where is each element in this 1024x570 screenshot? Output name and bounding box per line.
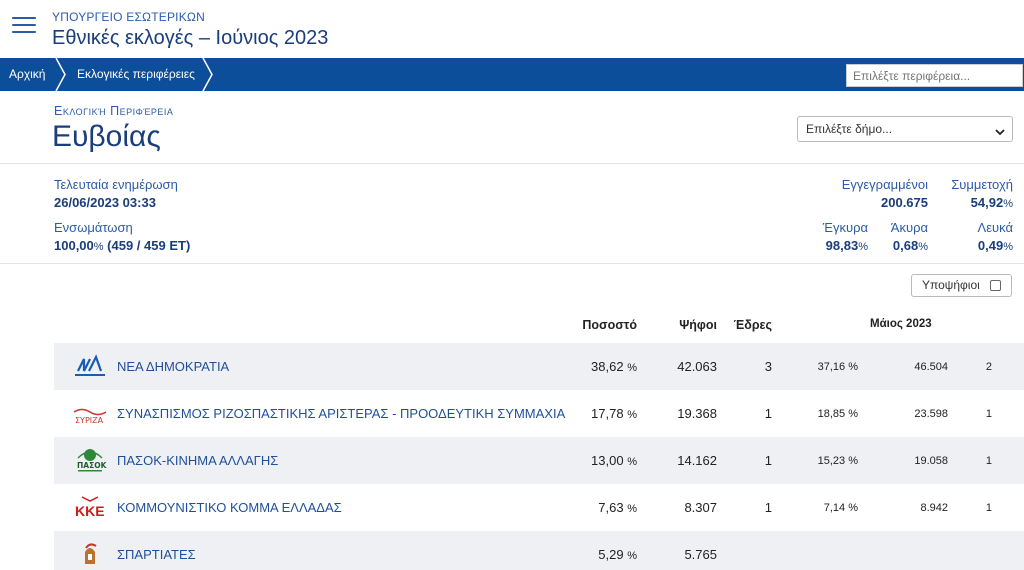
registered-label: Εγγεγραμμένοι (841, 177, 928, 192)
nd-logo-icon (72, 354, 108, 380)
table-row: KKE ΚΟΜΜΟΥΝΙΣΤΙΚΟ ΚΟΜΜΑ ΕΛΛΑΔΑΣ 7,63 % 8… (54, 484, 1024, 531)
region-search-input[interactable] (846, 64, 1023, 87)
integration-label: Ενσωμάτωση (54, 220, 133, 235)
party-may-percentage: 18,85 % (817, 408, 858, 420)
municipality-select[interactable]: Επιλέξτε δήμο... (797, 116, 1013, 142)
svg-text:ΠΑΣΟΚ: ΠΑΣΟΚ (77, 461, 108, 470)
party-votes: 8.307 (684, 500, 717, 515)
party-percentage: 13,00 % (591, 453, 637, 468)
pasok-logo-icon: ΠΑΣΟΚ (72, 448, 108, 474)
party-seats: 1 (764, 500, 772, 515)
party-percentage: 5,29 % (598, 547, 637, 562)
party-may-votes: 8.942 (920, 502, 948, 514)
party-votes: 5.765 (684, 547, 717, 562)
party-percentage: 17,78 % (591, 406, 637, 421)
party-may-votes: 46.504 (914, 361, 948, 373)
party-may-seats: 1 (985, 502, 992, 514)
party-may-percentage: 15,23 % (817, 455, 858, 467)
blank-label: Λευκά (977, 220, 1013, 235)
table-row: ΝΕΑ ΔΗΜΟΚΡΑΤΙΑ 38,62 % 42.063 3 37,16 % … (54, 343, 1024, 390)
col-header-percentage: Ποσοστό (582, 318, 637, 332)
party-may-seats: 1 (985, 455, 992, 467)
party-percentage: 7,63 % (598, 500, 637, 515)
municipality-select-value: Επιλέξτε δήμο... (806, 122, 893, 136)
party-votes: 42.063 (677, 359, 717, 374)
divider (0, 163, 1024, 164)
spartiates-logo-icon (72, 542, 108, 568)
svg-text:KKE: KKE (75, 503, 105, 519)
col-header-may-2023: Μάιος 2023 (870, 318, 932, 330)
last-update-value: 26/06/2023 03:33 (54, 195, 156, 210)
party-percentage: 38,62 % (591, 359, 637, 374)
party-seats: 1 (764, 453, 772, 468)
valid-label: Έγκυρα (822, 220, 868, 235)
integration-value: 100,00% (459 / 459 ΕΤ) (54, 238, 191, 253)
turnout-value: 54,92% (970, 195, 1013, 210)
last-update-label: Τελευταία ενημέρωση (54, 177, 178, 192)
svg-text:ΣΥΡΙΖΑ: ΣΥΡΙΖΑ (75, 416, 104, 425)
turnout-label: Συμμετοχή (951, 177, 1013, 192)
syriza-logo-icon: ΣΥΡΙΖΑ (72, 401, 108, 427)
party-may-votes: 19.058 (914, 455, 948, 467)
candidates-checkbox[interactable] (990, 280, 1001, 291)
table-row: ΠΑΣΟΚ ΠΑΣΟΚ-ΚΙΝΗΜΑ ΑΛΛΑΓΗΣ 13,00 % 14.16… (54, 437, 1024, 484)
kke-logo-icon: KKE (72, 495, 108, 521)
party-may-percentage: 7,14 % (823, 502, 858, 514)
divider (0, 263, 1024, 264)
party-may-percentage: 37,16 % (817, 361, 858, 373)
region-name: Ευβοίας (52, 120, 161, 153)
party-name-link[interactable]: ΣΥΝΑΣΠΙΣΜΟΣ ΡΙΖΟΣΠΑΣΤΙΚΗΣ ΑΡΙΣΤΕΡΑΣ - ΠΡ… (117, 406, 566, 421)
election-title: Εθνικές εκλογές – Ιούνιος 2023 (52, 27, 329, 49)
breadcrumb-home[interactable]: Αρχική (9, 67, 46, 81)
registered-value: 200.675 (881, 195, 928, 210)
party-name-link[interactable]: ΚΟΜΜΟΥΝΙΣΤΙΚΟ ΚΟΜΜΑ ΕΛΛΑΔΑΣ (117, 500, 342, 515)
party-votes: 14.162 (677, 453, 717, 468)
valid-value: 98,83% (825, 238, 868, 253)
chevron-right-icon (201, 58, 215, 91)
chevron-down-icon (994, 122, 1006, 136)
ministry-name: ΥΠΟΥΡΓΕΙΟ ΕΣΩΤΕΡΙΚΩΝ (52, 10, 205, 24)
party-may-seats: 2 (985, 361, 992, 373)
col-header-votes: Ψήφοι (679, 318, 717, 332)
party-votes: 19.368 (677, 406, 717, 421)
hamburger-menu-icon[interactable] (12, 17, 36, 37)
invalid-label: Άκυρα (890, 220, 928, 235)
col-header-seats: Έδρες (733, 318, 772, 332)
candidates-toggle-label: Υποψήφιοι (922, 278, 980, 292)
blank-value: 0,49% (977, 238, 1013, 253)
region-label: Εκλογική Περιφέρεια (54, 104, 174, 118)
party-name-link[interactable]: ΠΑΣΟΚ-ΚΙΝΗΜΑ ΑΛΛΑΓΗΣ (117, 453, 279, 468)
table-row: ΣΠΑΡΤΙΑΤΕΣ 5,29 % 5.765 (54, 531, 1024, 570)
app-header: ΥΠΟΥΡΓΕΙΟ ΕΣΩΤΕΡΙΚΩΝ Εθνικές εκλογές – Ι… (0, 0, 1024, 58)
table-row: ΣΥΡΙΖΑ ΣΥΝΑΣΠΙΣΜΟΣ ΡΙΖΟΣΠΑΣΤΙΚΗΣ ΑΡΙΣΤΕΡ… (54, 390, 1024, 437)
party-may-seats: 1 (985, 408, 992, 420)
party-name-link[interactable]: ΣΠΑΡΤΙΑΤΕΣ (117, 547, 196, 562)
invalid-value: 0,68% (892, 238, 928, 253)
party-may-votes: 23.598 (914, 408, 948, 420)
chevron-right-icon (54, 58, 68, 91)
party-seats: 1 (764, 406, 772, 421)
party-name-link[interactable]: ΝΕΑ ΔΗΜΟΚΡΑΤΙΑ (117, 359, 230, 374)
party-seats: 3 (764, 359, 772, 374)
breadcrumb-regions[interactable]: Εκλογικές περιφέρειες (77, 67, 195, 81)
candidates-toggle[interactable]: Υποψήφιοι (911, 274, 1012, 297)
